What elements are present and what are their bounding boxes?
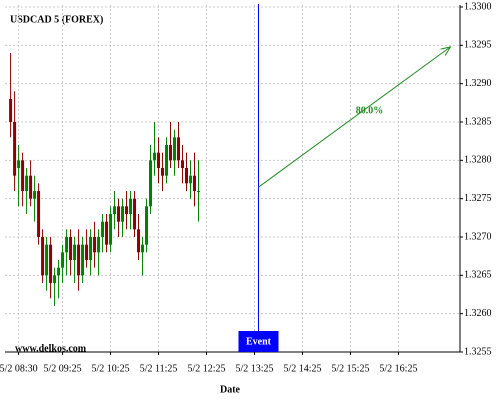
candle-body [37, 191, 41, 237]
candle-body [45, 244, 49, 276]
watermark: www.delkos.com [15, 343, 87, 354]
candle-body [177, 137, 181, 161]
candle-body [133, 198, 137, 230]
candle-body [121, 206, 125, 222]
plot-area [5, 5, 460, 352]
y-tick-label: 1.3290 [464, 78, 492, 89]
x-axis-label: Date [220, 384, 241, 395]
candle-body [109, 214, 113, 245]
event-label: Event [246, 336, 272, 347]
candle-body [89, 237, 93, 260]
candle-body [57, 267, 61, 276]
candle-body [77, 244, 81, 276]
candle-body [153, 152, 157, 161]
candle-body [13, 122, 17, 176]
candle-body [185, 168, 189, 184]
x-tick-label: 5/2 16:25 [379, 363, 417, 374]
candle-body [29, 175, 33, 199]
candle-body [137, 229, 141, 253]
x-tick-label: 5/2 08:30 [0, 363, 38, 374]
candle-body [141, 244, 145, 253]
candle-body [197, 191, 201, 192]
candle-body [21, 160, 25, 191]
candle-body [53, 275, 57, 283]
x-tick-label: 5/2 11:25 [140, 363, 178, 374]
candle-body [69, 237, 73, 260]
candle-body [81, 244, 85, 276]
candle-body [161, 168, 165, 176]
y-tick-label: 1.3270 [464, 231, 492, 242]
candle-body [41, 237, 45, 276]
y-tick-label: 1.3265 [464, 270, 492, 281]
candle-body [129, 198, 133, 214]
x-tick-label: 5/2 10:25 [92, 363, 130, 374]
candle-body [113, 206, 117, 214]
x-tick-label: 5/2 12:25 [187, 363, 225, 374]
y-tick-label: 1.3260 [464, 308, 492, 319]
x-tick-label: 5/2 09:25 [44, 363, 82, 374]
candle-body [193, 175, 197, 191]
candle-body [117, 206, 121, 222]
candle-body [173, 137, 177, 161]
y-tick-label: 1.3300 [464, 1, 492, 12]
candle-body [73, 244, 77, 260]
event-box [238, 331, 279, 352]
candle-body [17, 160, 21, 168]
y-tick-label: 1.3280 [464, 155, 492, 166]
y-tick-label: 1.3285 [464, 116, 492, 127]
y-tick-label: 1.3295 [464, 40, 492, 51]
y-tick-label: 1.3275 [464, 193, 492, 204]
candle-body [105, 221, 109, 245]
candle-body [97, 237, 101, 253]
candle-body [165, 145, 169, 176]
candle-body [149, 160, 153, 207]
forecast-label: 80.0% [356, 105, 384, 116]
candle-body [169, 145, 173, 161]
arrow-head [440, 46, 452, 56]
candle-body [33, 191, 37, 199]
y-tick-label: 1.3255 [464, 346, 492, 357]
candle-body [157, 152, 161, 168]
candle-body [189, 175, 193, 184]
chart-title: USDCAD 5 (FOREX) [10, 14, 103, 25]
candle-body [25, 175, 29, 191]
candle-body [49, 244, 53, 283]
x-tick-label: 5/2 14:25 [283, 363, 321, 374]
candle-body [65, 237, 69, 253]
x-tick-label: 5/2 13:25 [235, 363, 273, 374]
candle-body [93, 237, 97, 253]
candle-body [125, 206, 129, 214]
candle-body [9, 99, 13, 122]
candle-body [181, 160, 185, 168]
candle-body [85, 244, 89, 260]
forecast-arrow [258, 46, 451, 188]
candle-body [101, 221, 105, 237]
candle-body [145, 206, 149, 245]
x-tick-label: 5/2 15:25 [331, 363, 369, 374]
candle-body [61, 252, 65, 268]
